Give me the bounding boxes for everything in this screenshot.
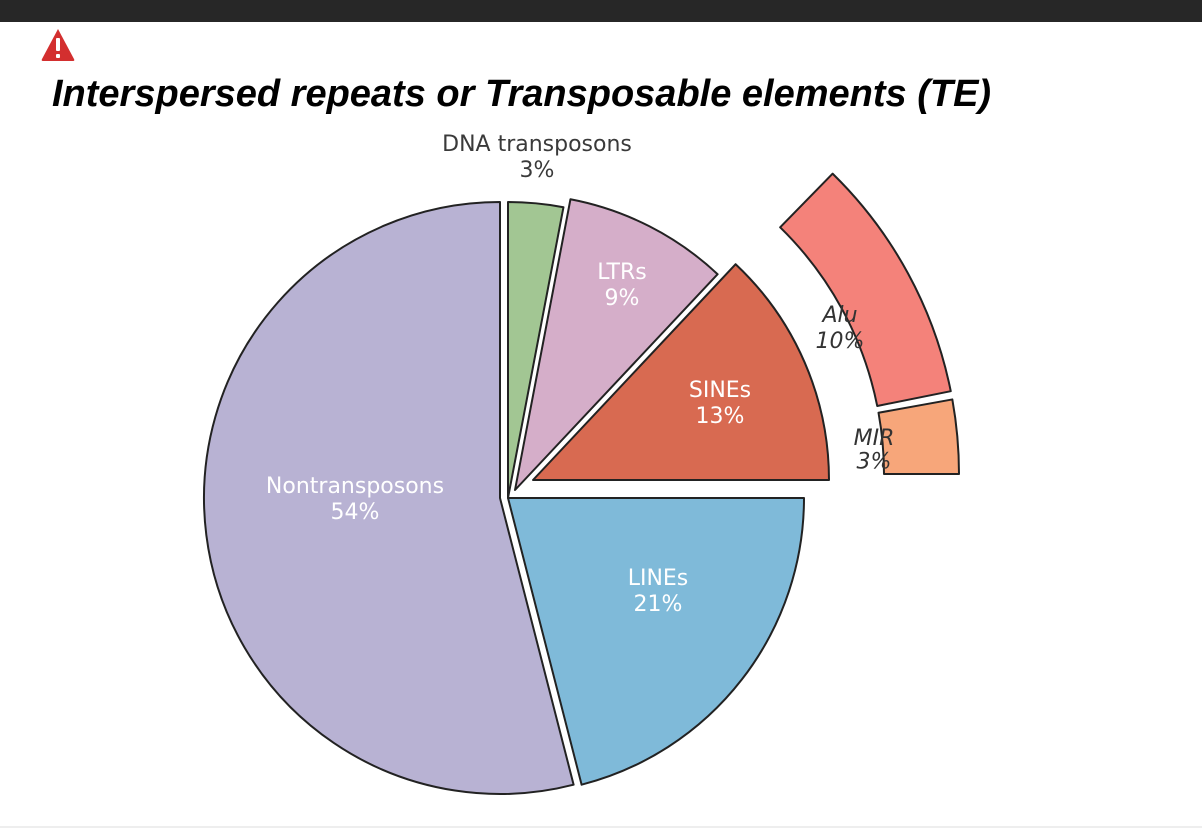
slice-ltrs-value: 9% (605, 286, 640, 311)
slice-dna-transposons-label: DNA transposons 3% (442, 132, 632, 183)
breakdown-slice-mir-name: MIR (854, 426, 895, 451)
breakdown-slice-mir-value: 3% (857, 450, 892, 475)
slice-dna-transposons (507, 201, 565, 499)
slice-nontransposons (203, 201, 575, 795)
slice-lines-label: LINEs 21% (628, 566, 689, 617)
slice-nontransposons-label: Nontransposons 54% (266, 474, 444, 525)
slice-lines-value: 21% (634, 592, 683, 617)
breakdown-slice-mir-label: MIR 3% (854, 426, 895, 475)
slice-lines (507, 497, 805, 786)
bottom-divider (0, 826, 1202, 828)
slice-ltrs-name: LTRs (597, 260, 646, 285)
breakdown-slice-alu-label: Alu 10% (816, 303, 865, 354)
slice-nontransposons-value: 54% (331, 500, 380, 525)
slice-ltrs (514, 198, 719, 491)
warning-triangle-icon (41, 29, 75, 61)
slice-nontransposons-name: Nontransposons (266, 474, 444, 499)
breakdown-slice-alu-name: Alu (820, 303, 857, 328)
top-bar (0, 0, 1202, 22)
slice-lines-name: LINEs (628, 566, 689, 591)
breakdown-slice-alu (779, 172, 952, 407)
slice-dna-transposons-value: 3% (520, 158, 555, 183)
slice-dna-transposons-name: DNA transposons (442, 132, 632, 157)
slide-title: Interspersed repeats or Transposable ele… (52, 73, 992, 115)
breakdown-slice-alu-value: 10% (816, 329, 865, 354)
slice-ltrs-label: LTRs 9% (597, 260, 646, 311)
slice-sines-label: SINEs 13% (689, 378, 751, 429)
slice-sines-value: 13% (696, 404, 745, 429)
breakdown-slice-mir (877, 398, 960, 475)
slice-sines (532, 263, 830, 481)
slice-sines-name: SINEs (689, 378, 751, 403)
